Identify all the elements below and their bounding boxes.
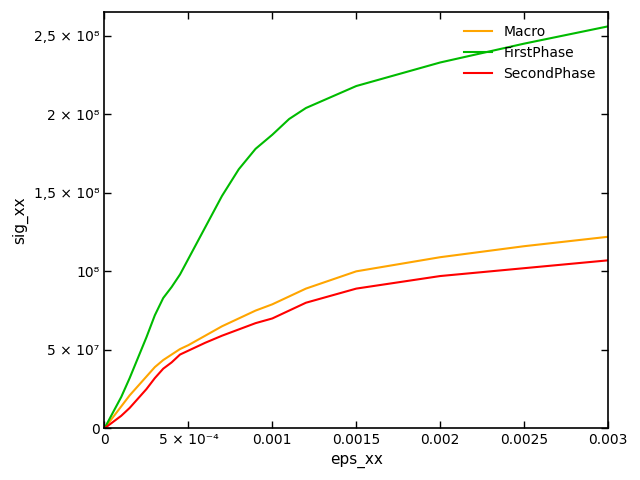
SecondPhase <box>168 360 175 365</box>
Line: SecondPhase: SecondPhase <box>104 260 608 428</box>
SecondPhase <box>269 315 276 321</box>
FirstPhase <box>269 132 276 138</box>
SecondPhase <box>134 396 142 401</box>
SecondPhase <box>151 375 159 381</box>
SecondPhase <box>235 326 243 332</box>
SecondPhase <box>143 386 150 392</box>
FirstPhase <box>134 355 142 360</box>
FirstPhase <box>285 116 293 122</box>
FirstPhase <box>353 83 360 89</box>
FirstPhase <box>100 425 108 431</box>
SecondPhase <box>436 273 444 279</box>
FirstPhase <box>218 193 226 199</box>
Macro <box>285 294 293 300</box>
SecondPhase <box>604 257 612 263</box>
SecondPhase <box>218 333 226 338</box>
FirstPhase <box>143 335 150 340</box>
FirstPhase <box>436 60 444 65</box>
Macro <box>218 324 226 329</box>
FirstPhase <box>520 41 528 47</box>
SecondPhase <box>252 320 259 326</box>
X-axis label: eps_xx: eps_xx <box>330 453 383 468</box>
FirstPhase <box>302 105 310 111</box>
Macro <box>436 254 444 260</box>
SecondPhase <box>520 265 528 271</box>
SecondPhase <box>100 425 108 431</box>
FirstPhase <box>176 272 184 277</box>
FirstPhase <box>252 146 259 152</box>
FirstPhase <box>235 167 243 172</box>
SecondPhase <box>302 300 310 306</box>
Macro <box>143 373 150 379</box>
Macro <box>176 346 184 352</box>
Line: Macro: Macro <box>104 237 608 428</box>
FirstPhase <box>202 225 209 230</box>
Macro <box>252 308 259 313</box>
Macro <box>520 243 528 249</box>
FirstPhase <box>151 312 159 318</box>
Legend: Macro, FirstPhase, SecondPhase: Macro, FirstPhase, SecondPhase <box>459 19 601 86</box>
SecondPhase <box>126 405 134 411</box>
Line: FirstPhase: FirstPhase <box>104 26 608 428</box>
SecondPhase <box>117 413 125 419</box>
Macro <box>151 364 159 370</box>
Y-axis label: sig_xx: sig_xx <box>12 196 28 244</box>
FirstPhase <box>604 24 612 29</box>
Macro <box>126 393 134 398</box>
Macro <box>168 352 175 358</box>
Macro <box>109 415 116 420</box>
SecondPhase <box>285 308 293 313</box>
Macro <box>202 333 209 338</box>
FirstPhase <box>109 410 116 416</box>
Macro <box>604 234 612 240</box>
Macro <box>159 357 167 363</box>
Macro <box>100 425 108 431</box>
Macro <box>184 342 192 348</box>
Macro <box>117 404 125 409</box>
FirstPhase <box>184 256 192 262</box>
FirstPhase <box>168 284 175 290</box>
SecondPhase <box>109 419 116 425</box>
SecondPhase <box>353 286 360 291</box>
Macro <box>353 268 360 274</box>
SecondPhase <box>159 366 167 372</box>
SecondPhase <box>176 352 184 358</box>
SecondPhase <box>184 348 192 353</box>
Macro <box>235 315 243 321</box>
Macro <box>269 301 276 307</box>
FirstPhase <box>159 295 167 301</box>
Macro <box>302 286 310 291</box>
FirstPhase <box>117 394 125 400</box>
Macro <box>134 383 142 389</box>
FirstPhase <box>126 375 134 381</box>
SecondPhase <box>202 340 209 346</box>
